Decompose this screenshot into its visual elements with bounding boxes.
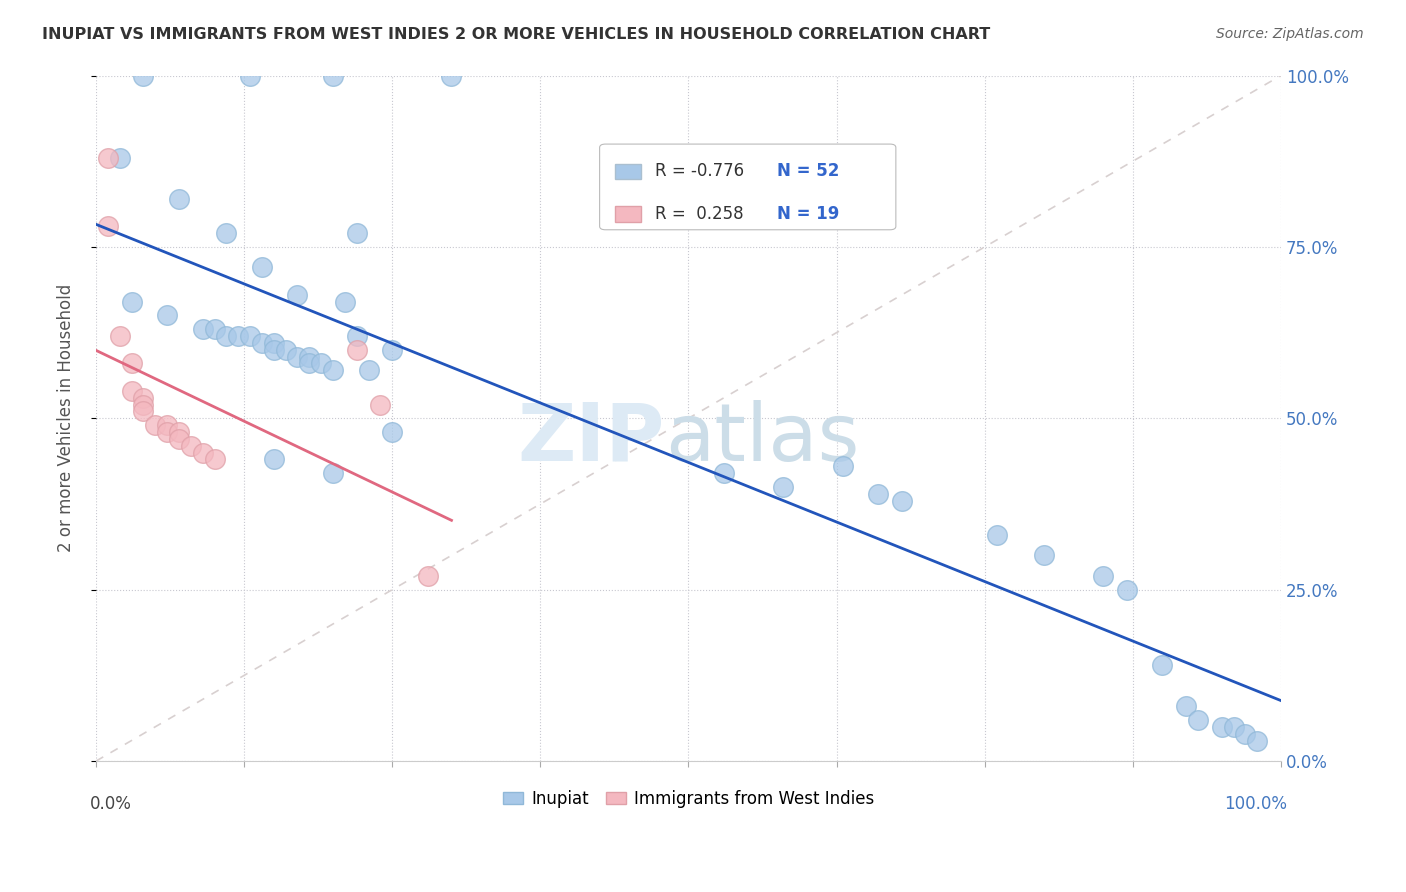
Point xyxy=(1211,720,1233,734)
Point xyxy=(121,356,143,370)
Point xyxy=(713,466,735,480)
Point xyxy=(132,391,155,405)
Point xyxy=(1234,726,1257,740)
Text: N = 19: N = 19 xyxy=(778,205,839,223)
Point xyxy=(97,151,120,165)
FancyBboxPatch shape xyxy=(614,164,641,179)
Y-axis label: 2 or more Vehicles in Household: 2 or more Vehicles in Household xyxy=(58,285,75,552)
Point xyxy=(132,69,155,83)
Point xyxy=(370,398,392,412)
Point xyxy=(298,350,321,364)
Point xyxy=(263,452,285,467)
Point xyxy=(121,294,143,309)
Point xyxy=(132,398,155,412)
Point xyxy=(357,363,380,377)
Point xyxy=(121,384,143,398)
Point xyxy=(1222,720,1244,734)
Point xyxy=(226,329,249,343)
Point xyxy=(346,329,368,343)
Text: R = -0.776: R = -0.776 xyxy=(655,162,744,180)
Point xyxy=(1175,699,1198,714)
Point xyxy=(986,528,1008,542)
Point xyxy=(250,335,273,350)
Point xyxy=(1152,658,1174,673)
Point xyxy=(298,356,321,370)
Point xyxy=(156,309,179,323)
Point xyxy=(180,439,202,453)
Point xyxy=(239,69,262,83)
Text: N = 52: N = 52 xyxy=(778,162,839,180)
FancyBboxPatch shape xyxy=(614,206,641,221)
Point xyxy=(287,350,309,364)
Point xyxy=(191,445,214,459)
Point xyxy=(108,329,131,343)
Text: atlas: atlas xyxy=(665,400,859,478)
Point xyxy=(416,569,439,583)
Point xyxy=(132,404,155,418)
Point xyxy=(274,343,297,357)
Point xyxy=(167,425,190,439)
Point xyxy=(239,329,262,343)
Point xyxy=(772,480,794,494)
Point xyxy=(263,343,285,357)
Point xyxy=(346,226,368,240)
Point xyxy=(156,418,179,433)
Point xyxy=(191,322,214,336)
Point xyxy=(97,219,120,234)
Point xyxy=(263,335,285,350)
Point xyxy=(440,69,463,83)
Point xyxy=(1092,569,1115,583)
Point xyxy=(1246,733,1268,747)
Point xyxy=(167,432,190,446)
Point xyxy=(1187,713,1209,727)
Point xyxy=(322,466,344,480)
Point xyxy=(309,356,332,370)
Point xyxy=(108,151,131,165)
Point xyxy=(831,459,853,474)
Text: 100.0%: 100.0% xyxy=(1223,796,1286,814)
Text: R =  0.258: R = 0.258 xyxy=(655,205,744,223)
Point xyxy=(322,363,344,377)
Point xyxy=(143,418,166,433)
Point xyxy=(215,226,238,240)
Point xyxy=(346,343,368,357)
Point xyxy=(204,322,226,336)
Point xyxy=(287,288,309,302)
Point xyxy=(333,294,356,309)
Point xyxy=(156,425,179,439)
Point xyxy=(381,343,404,357)
Point xyxy=(250,260,273,275)
Point xyxy=(322,69,344,83)
Point xyxy=(868,486,890,500)
Text: 0.0%: 0.0% xyxy=(90,796,132,814)
Point xyxy=(215,329,238,343)
Point xyxy=(1033,549,1056,563)
Text: Source: ZipAtlas.com: Source: ZipAtlas.com xyxy=(1216,27,1364,41)
FancyBboxPatch shape xyxy=(599,145,896,230)
Point xyxy=(890,493,912,508)
Legend: Inupiat, Immigrants from West Indies: Inupiat, Immigrants from West Indies xyxy=(496,783,880,814)
Point xyxy=(167,192,190,206)
Text: ZIP: ZIP xyxy=(517,400,665,478)
Text: INUPIAT VS IMMIGRANTS FROM WEST INDIES 2 OR MORE VEHICLES IN HOUSEHOLD CORRELATI: INUPIAT VS IMMIGRANTS FROM WEST INDIES 2… xyxy=(42,27,990,42)
Point xyxy=(204,452,226,467)
Point xyxy=(381,425,404,439)
Point xyxy=(1116,582,1139,597)
